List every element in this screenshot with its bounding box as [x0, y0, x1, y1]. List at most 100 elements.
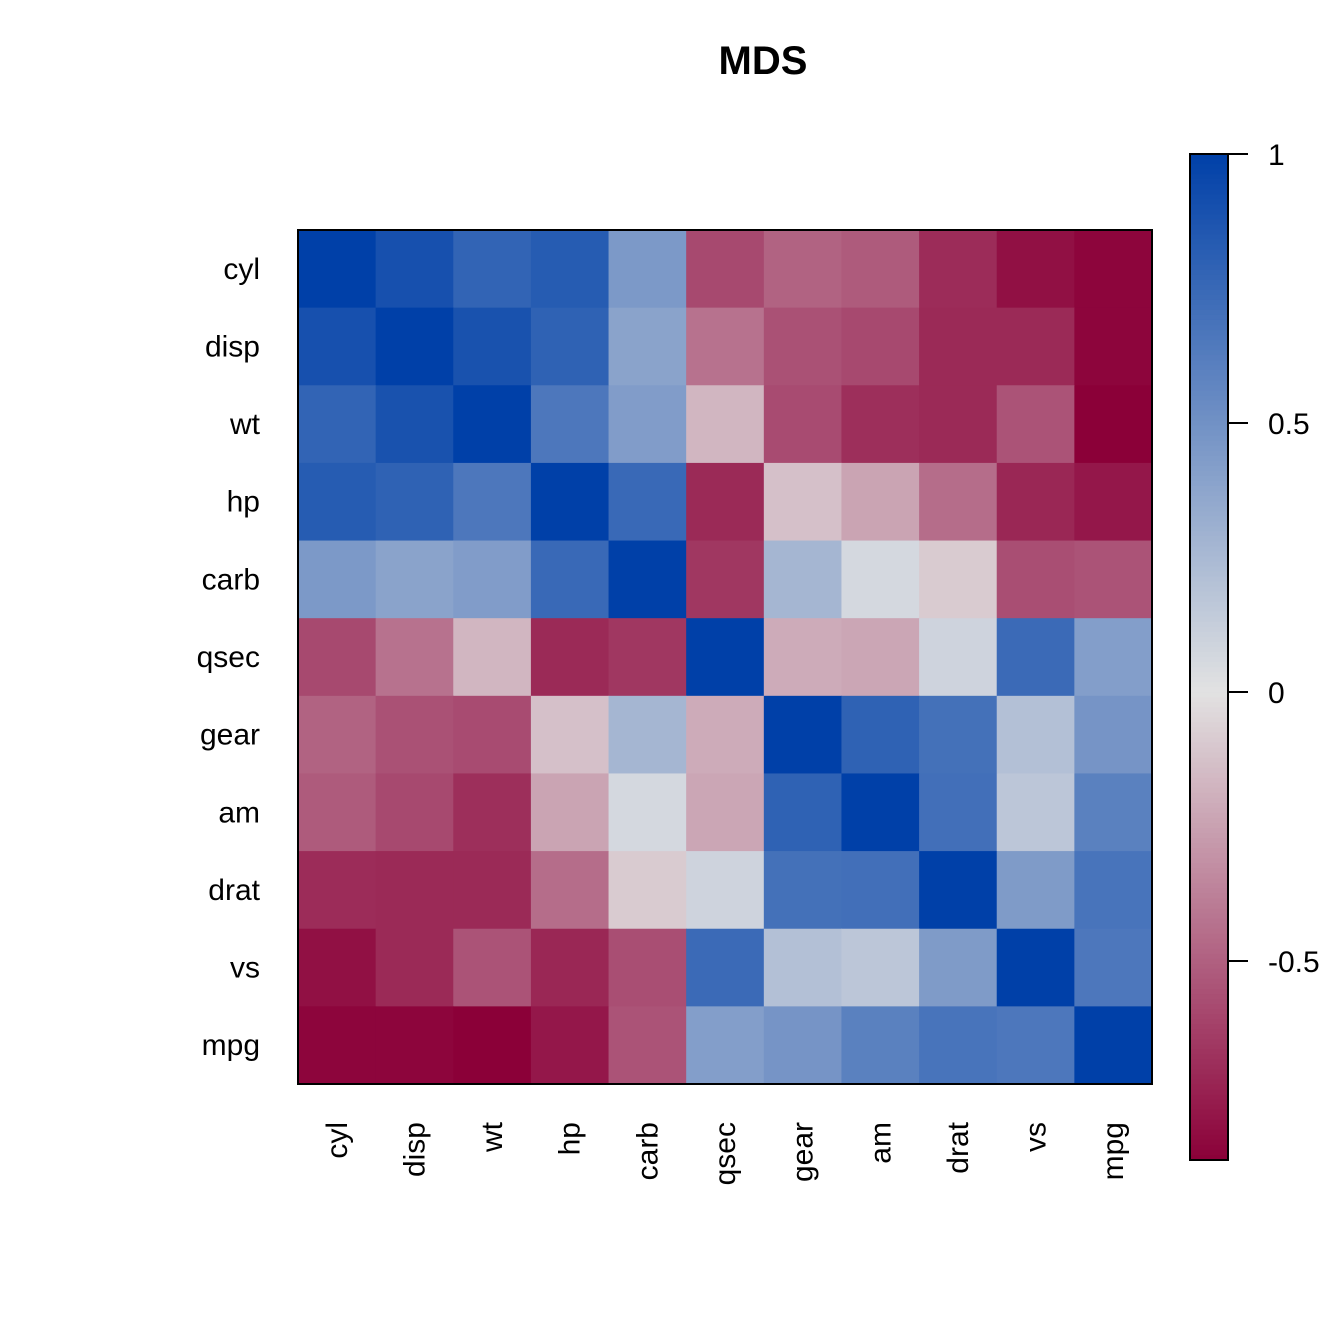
colorbar-step: [1190, 1024, 1228, 1030]
heatmap-cell-mpg-mpg: [1074, 1006, 1153, 1085]
heatmap-cell-gear-carb: [608, 695, 687, 775]
heatmap-cell-mpg-hp: [530, 1006, 610, 1085]
heatmap-cell-carb-qsec: [686, 540, 765, 619]
heatmap-cell-gear-qsec: [686, 695, 765, 775]
heatmap-cell-am-carb: [608, 773, 687, 852]
colorbar-step: [1190, 828, 1228, 834]
colorbar: 1 0.5 0 -0.5: [1189, 139, 1320, 1161]
colorbar-step: [1190, 536, 1228, 542]
colorbar-step: [1190, 722, 1228, 729]
heatmap-cell-vs-wt: [453, 928, 532, 1007]
colorbar-step: [1190, 465, 1228, 472]
colorbar-step: [1190, 501, 1228, 507]
heatmap-cell-gear-hp: [530, 695, 610, 775]
row-label-carb: carb: [202, 563, 260, 596]
colorbar-step: [1190, 199, 1228, 205]
colorbar-step: [1190, 234, 1228, 241]
column-label-carb: carb: [631, 1122, 664, 1180]
heatmap-cell-vs-am: [841, 928, 920, 1007]
heatmap-cell-cyl-am: [841, 230, 920, 309]
colorbar-step: [1190, 1149, 1228, 1156]
heatmap-cell-wt-disp: [375, 385, 454, 464]
heatmap-cell-drat-hp: [530, 851, 610, 930]
heatmap-cell-drat-am: [841, 851, 920, 930]
colorbar-step: [1190, 375, 1228, 381]
colorbar-step: [1190, 370, 1228, 376]
colorbar-step: [1190, 1019, 1228, 1025]
row-label-disp: disp: [205, 331, 260, 364]
heatmap-cell-hp-carb: [608, 462, 687, 542]
heatmap-cell-cyl-gear: [763, 230, 843, 309]
heatmap-cell-gear-disp: [375, 695, 454, 775]
heatmap-cell-hp-hp: [530, 462, 610, 542]
heatmap-cell-wt-hp: [530, 385, 610, 464]
colorbar-step: [1190, 672, 1228, 678]
colorbar-step: [1190, 440, 1228, 447]
colorbar-step: [1190, 531, 1228, 537]
colorbar-step: [1190, 797, 1228, 804]
heatmap-cell-cyl-hp: [530, 230, 610, 309]
colorbar-step: [1190, 727, 1228, 734]
colorbar-step: [1190, 154, 1228, 160]
colorbar-tick-label: 0: [1268, 677, 1285, 710]
heatmap-cell-carb-wt: [453, 540, 532, 619]
colorbar-step: [1190, 1074, 1228, 1081]
heatmap-cell-carb-gear: [763, 540, 843, 619]
colorbar-step: [1190, 626, 1228, 633]
colorbar-step: [1190, 576, 1228, 583]
heatmap-cell-gear-vs: [996, 695, 1075, 775]
colorbar-step: [1190, 214, 1228, 220]
colorbar-step: [1190, 651, 1228, 658]
row-labels: cyl disp wt hp carb qsec gear am drat vs mpg: [197, 253, 261, 1062]
colorbar-step: [1190, 772, 1228, 779]
colorbar-step: [1190, 511, 1228, 517]
heatmap-cell-carb-hp: [530, 540, 610, 619]
heatmap-cell-hp-disp: [375, 462, 454, 542]
heatmap-cell-vs-drat: [919, 928, 998, 1007]
colorbar-step: [1190, 999, 1228, 1005]
colorbar-step: [1190, 646, 1228, 653]
colorbar-step: [1190, 787, 1228, 794]
colorbar-step: [1190, 732, 1228, 739]
colorbar-step: [1190, 777, 1228, 784]
colorbar-step: [1190, 807, 1228, 814]
colorbar-step: [1190, 908, 1228, 915]
heatmap-cell-disp-hp: [530, 307, 610, 386]
colorbar-step: [1190, 662, 1228, 668]
heatmap-cell-vs-qsec: [686, 928, 765, 1007]
column-label-mpg: mpg: [1097, 1122, 1130, 1180]
heatmap-cell-drat-cyl: [298, 851, 377, 930]
colorbar-frame: [1189, 153, 1229, 1161]
colorbar-step: [1190, 485, 1228, 492]
heatmap-cell-gear-drat: [919, 695, 998, 775]
colorbar-step: [1190, 802, 1228, 809]
colorbar-step: [1190, 1144, 1228, 1151]
heatmap-cell-disp-mpg: [1074, 307, 1153, 386]
heatmap-cell-disp-cyl: [298, 307, 377, 386]
heatmap-cell-disp-qsec: [686, 307, 765, 386]
colorbar-step: [1190, 596, 1228, 603]
colorbar-step: [1190, 918, 1228, 925]
colorbar-step: [1190, 229, 1228, 236]
heatmap-cell-hp-vs: [996, 462, 1075, 542]
colorbar-step: [1190, 1059, 1228, 1066]
heatmap-cell-cyl-vs: [996, 230, 1075, 309]
column-label-qsec: qsec: [709, 1122, 742, 1185]
colorbar-step: [1190, 174, 1228, 180]
row-label-hp: hp: [227, 486, 260, 519]
heatmap-cell-carb-carb: [608, 540, 687, 619]
colorbar-step: [1190, 179, 1228, 185]
colorbar-step: [1190, 1069, 1228, 1076]
heatmap-cell-qsec-vs: [996, 618, 1075, 697]
heatmap-cell-wt-qsec: [686, 385, 765, 464]
colorbar-step: [1190, 742, 1228, 749]
colorbar-step: [1190, 616, 1228, 623]
heatmap-cell-am-drat: [919, 773, 998, 852]
heatmap-cells: [298, 230, 1153, 1085]
heatmap-cell-carb-vs: [996, 540, 1075, 619]
colorbar-step: [1190, 169, 1228, 175]
heatmap-cell-am-cyl: [298, 773, 377, 852]
colorbar-step: [1190, 822, 1228, 829]
colorbar-step: [1190, 581, 1228, 588]
heatmap-cell-am-gear: [763, 773, 843, 852]
